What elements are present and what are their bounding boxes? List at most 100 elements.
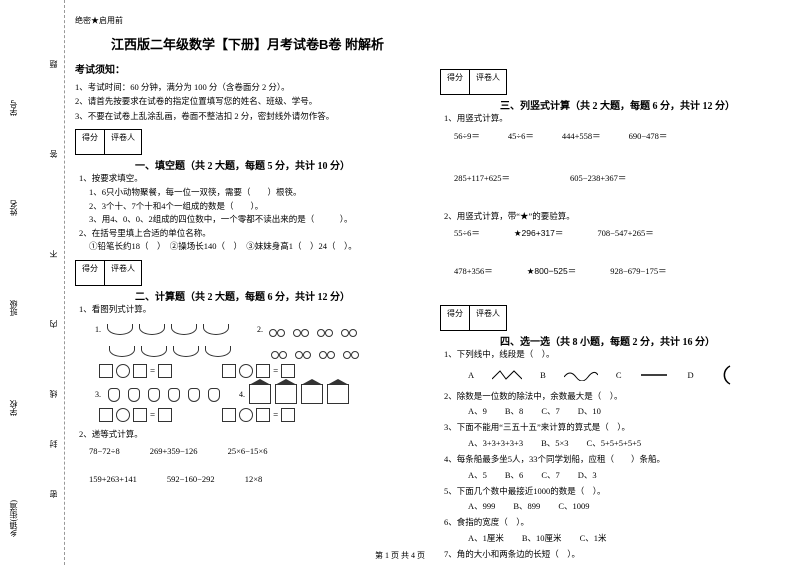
- o: A、1厘米: [468, 532, 504, 544]
- v7: 55÷6＝: [454, 227, 480, 239]
- banana-icon: [203, 342, 231, 360]
- score-cell-4: 得分: [440, 305, 470, 331]
- calc-5: 592−160−292: [167, 474, 215, 484]
- pic-row-1b: [107, 342, 420, 360]
- q1-a: 1、6只小动物聚餐，每一位一双筷，需要（ ）根筷。: [89, 186, 420, 200]
- blank-box: [222, 408, 236, 422]
- section-2-title: 二、计算题（共 2 大题，每题 6 分，共计 12 分）: [135, 288, 350, 303]
- o: C、1米: [580, 532, 607, 544]
- banana-icon: [201, 320, 229, 338]
- q4-3-opts: A、3+3+3+3+3 B、5×3 C、5+5+5+5+5: [468, 437, 785, 449]
- segment-icon: [639, 369, 669, 381]
- house-icon: [249, 384, 271, 404]
- calc-6: 12×8: [245, 474, 263, 484]
- q3-r2: 285+117+625＝ 605−238+367＝: [454, 172, 785, 184]
- strawberry-icon: [185, 386, 201, 402]
- cherry-icon: [317, 343, 337, 359]
- strawberry-icon: [125, 386, 141, 402]
- zigzag-icon: [492, 369, 522, 381]
- binding-margin: 乡镇(街道) 学校 班级 姓名 学号 密 封 线 内 不 答 题: [0, 0, 65, 565]
- mark-2: 线: [48, 390, 59, 398]
- house-icon: [327, 384, 349, 404]
- score-cell: 得分: [75, 129, 105, 155]
- o: A、3+3+3+3+3: [468, 437, 523, 449]
- score-box-2: 得分 评卷人: [75, 260, 420, 286]
- q4-3: 3、下面不能用“三五十五”来计算的算式是（ ）。: [444, 421, 785, 435]
- page-footer: 第 1 页 共 4 页: [0, 550, 800, 561]
- house-icon: [275, 384, 297, 404]
- exam-title: 江西版二年级数学【下册】月考试卷B卷 附解析: [75, 34, 420, 53]
- notice-heading: 考试须知：: [75, 61, 420, 76]
- strawberry-icon: [205, 386, 221, 402]
- v1: 56÷9＝: [454, 130, 480, 142]
- marker-cell: 评卷人: [105, 129, 142, 155]
- marker-cell-4: 评卷人: [470, 305, 507, 331]
- blank-box: [133, 364, 147, 378]
- blank-box: [99, 408, 113, 422]
- arc-icon: [712, 364, 734, 386]
- strawberry-icon: [165, 386, 181, 402]
- op-circle: [239, 408, 253, 422]
- q3-r1: 56÷9＝ 45÷6＝ 444+558＝ 690−478＝: [454, 130, 785, 142]
- cherry-icon: [339, 321, 359, 337]
- o: C、7: [541, 405, 559, 417]
- q4-5-opts: A、999 B、899 C、1009: [468, 500, 785, 512]
- cherry-icon: [315, 321, 335, 337]
- o: B、6: [505, 469, 523, 481]
- notice-2: 2、请首先按要求在试卷的指定位置填写您的姓名、班级、学号。: [75, 94, 420, 108]
- o: B、5×3: [541, 437, 568, 449]
- v8: ★296+317＝: [514, 227, 563, 239]
- right-column: 得分 评卷人 三、列竖式计算（共 2 大题，每题 6 分，共计 12 分） 1、…: [440, 15, 785, 545]
- q4-2-opts: A、9 B、8 C、7 D、10: [468, 405, 785, 417]
- q4-2: 2、除数是一位数的除法中，余数最大是（ ）。: [444, 390, 785, 404]
- q4-5: 5、下面几个数中最接近1000的数是（ ）。: [444, 485, 785, 499]
- bind-label-0: 乡镇(街道): [8, 500, 19, 537]
- blank-box: [256, 364, 270, 378]
- calc-4: 159+263+141: [89, 474, 137, 484]
- calc-1: 78−72÷8: [89, 446, 120, 456]
- score-box-3: 得分 评卷人: [440, 69, 785, 95]
- q1-d: ①铅笔长约18（ ） ②操场长140（ ） ③妹妹身高1（ ）24（ ）。: [89, 240, 420, 254]
- q3-r3: 55÷6＝ ★296+317＝ 708−547+265＝: [454, 227, 785, 239]
- score-cell-2: 得分: [75, 260, 105, 286]
- q2-stem: 1、看图列式计算。: [79, 303, 420, 317]
- mark-0: 密: [48, 490, 59, 498]
- o: A、9: [468, 405, 487, 417]
- bind-label-4: 学号: [8, 100, 19, 116]
- calc-r2: 159+263+141 592−160−292 12×8: [89, 474, 420, 484]
- opt-B: B: [540, 370, 546, 380]
- page-body: 绝密★启用前 江西版二年级数学【下册】月考试卷B卷 附解析 考试须知： 1、考试…: [75, 15, 785, 545]
- q4-4-opts: A、5 B、6 C、7 D、3: [468, 469, 785, 481]
- v6: 605−238+367＝: [570, 172, 626, 184]
- blank-box: [99, 364, 113, 378]
- eq-row-1: = =: [99, 364, 420, 378]
- marker-cell-3: 评卷人: [470, 69, 507, 95]
- calc-3: 25×6−15×6: [228, 446, 268, 456]
- mark-6: 题: [48, 60, 59, 68]
- banana-icon: [171, 342, 199, 360]
- o: A、999: [468, 500, 495, 512]
- cherry-icon: [293, 343, 313, 359]
- o: D、3: [578, 469, 597, 481]
- strawberry-icon: [145, 386, 161, 402]
- banana-icon: [137, 320, 165, 338]
- section-4-title: 四、选一选（共 8 小题，每题 2 分，共计 16 分）: [500, 333, 715, 348]
- left-column: 绝密★启用前 江西版二年级数学【下册】月考试卷B卷 附解析 考试须知： 1、考试…: [75, 15, 420, 545]
- pic-row-1: 1. 2.: [95, 320, 420, 338]
- v11: ★800−525＝: [527, 265, 576, 277]
- wave-icon: [564, 369, 598, 381]
- v4: 690−478＝: [629, 130, 668, 142]
- banana-icon: [107, 342, 135, 360]
- calc-r1: 78−72÷8 269+359−126 25×6−15×6: [89, 446, 420, 456]
- op-circle: [116, 364, 130, 378]
- o: D、10: [578, 405, 601, 417]
- mark-3: 内: [48, 320, 59, 328]
- v10: 478+356＝: [454, 265, 493, 277]
- q4-1: 1、下列线中，线段是（ ）。: [444, 348, 785, 362]
- cherry-icon: [269, 343, 289, 359]
- blank-box: [281, 364, 295, 378]
- q1-s2: 2、在括号里填上合适的单位名称。: [79, 227, 420, 241]
- o: B、10厘米: [522, 532, 562, 544]
- opt-D: D: [687, 370, 693, 380]
- v12: 928−679−175＝: [610, 265, 666, 277]
